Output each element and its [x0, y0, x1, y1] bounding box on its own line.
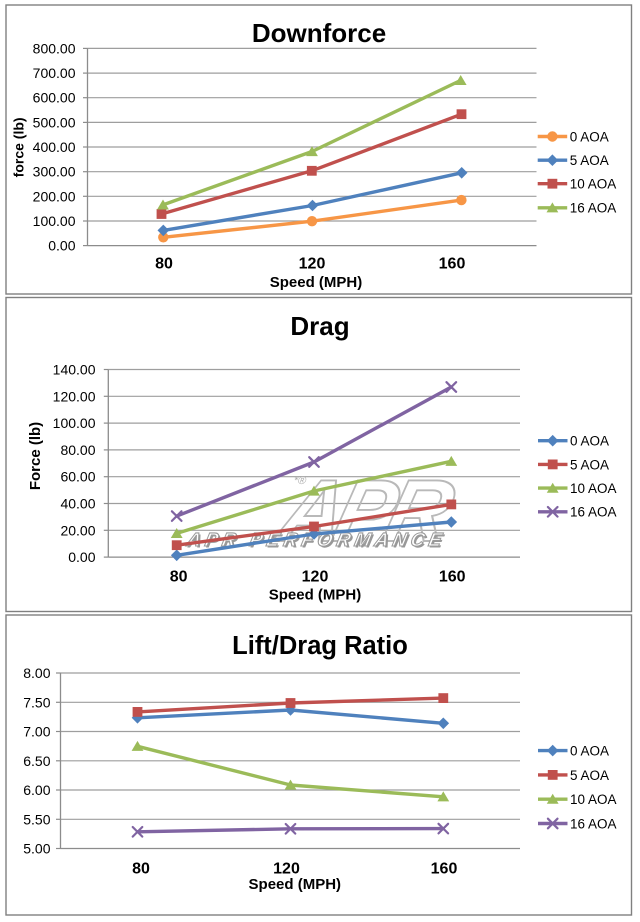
- svg-text:0 AOA: 0 AOA: [570, 434, 609, 449]
- svg-text:5 AOA: 5 AOA: [570, 153, 609, 168]
- svg-text:80: 80: [170, 569, 188, 586]
- svg-text:160: 160: [431, 861, 458, 878]
- svg-text:6.50: 6.50: [23, 753, 50, 769]
- svg-text:800.00: 800.00: [33, 40, 76, 56]
- svg-text:0.00: 0.00: [48, 238, 75, 254]
- svg-text:Speed (MPH): Speed (MPH): [249, 876, 342, 893]
- svg-text:700.00: 700.00: [33, 65, 76, 81]
- svg-text:600.00: 600.00: [33, 90, 76, 106]
- svg-text:APR: APR: [267, 461, 463, 559]
- svg-text:6.00: 6.00: [23, 782, 50, 798]
- svg-text:160: 160: [439, 255, 466, 272]
- svg-text:5.50: 5.50: [23, 811, 50, 827]
- svg-text:140.00: 140.00: [53, 362, 96, 378]
- svg-text:Speed (MPH): Speed (MPH): [270, 274, 363, 291]
- svg-text:120: 120: [302, 569, 329, 586]
- svg-text:80: 80: [132, 861, 150, 878]
- svg-text:Speed (MPH): Speed (MPH): [269, 587, 362, 604]
- svg-text:10 AOA: 10 AOA: [570, 177, 617, 192]
- svg-text:16 AOA: 16 AOA: [570, 505, 617, 520]
- svg-text:80: 80: [155, 255, 173, 272]
- svg-text:120: 120: [273, 861, 300, 878]
- svg-text:120: 120: [299, 255, 326, 272]
- svg-text:60.00: 60.00: [60, 469, 95, 485]
- svg-text:8.00: 8.00: [23, 665, 50, 681]
- svg-text:40.00: 40.00: [60, 496, 95, 512]
- svg-text:0 AOA: 0 AOA: [570, 744, 609, 759]
- svg-text:160: 160: [439, 569, 466, 586]
- svg-text:force (lb): force (lb): [11, 117, 27, 177]
- svg-text:Lift/Drag Ratio: Lift/Drag Ratio: [232, 632, 408, 660]
- svg-text:7.50: 7.50: [23, 694, 50, 710]
- svg-text:5.00: 5.00: [23, 841, 50, 857]
- svg-text:Drag: Drag: [290, 311, 349, 341]
- svg-text:120.00: 120.00: [53, 388, 96, 404]
- svg-text:APR PERFORMANCE: APR PERFORMANCE: [186, 532, 450, 553]
- svg-text:20.00: 20.00: [60, 522, 95, 538]
- svg-text:5 AOA: 5 AOA: [570, 457, 609, 472]
- svg-text:500.00: 500.00: [33, 114, 76, 130]
- svg-text:100.00: 100.00: [33, 213, 76, 229]
- svg-text:10 AOA: 10 AOA: [570, 481, 617, 496]
- svg-text:16 AOA: 16 AOA: [570, 201, 617, 216]
- svg-text:200.00: 200.00: [33, 188, 76, 204]
- svg-text:300.00: 300.00: [33, 164, 76, 180]
- svg-text:*®: *®: [292, 475, 308, 487]
- svg-text:400.00: 400.00: [33, 139, 76, 155]
- svg-text:80.00: 80.00: [60, 442, 95, 458]
- svg-text:0 AOA: 0 AOA: [570, 129, 609, 144]
- svg-text:100.00: 100.00: [53, 415, 96, 431]
- svg-text:Force (lb): Force (lb): [27, 422, 44, 490]
- svg-text:10 AOA: 10 AOA: [570, 792, 617, 807]
- svg-text:0.00: 0.00: [68, 549, 95, 565]
- svg-text:7.00: 7.00: [23, 724, 50, 740]
- svg-text:Downforce: Downforce: [252, 18, 386, 48]
- svg-text:16 AOA: 16 AOA: [570, 816, 617, 831]
- svg-text:5 AOA: 5 AOA: [570, 768, 609, 783]
